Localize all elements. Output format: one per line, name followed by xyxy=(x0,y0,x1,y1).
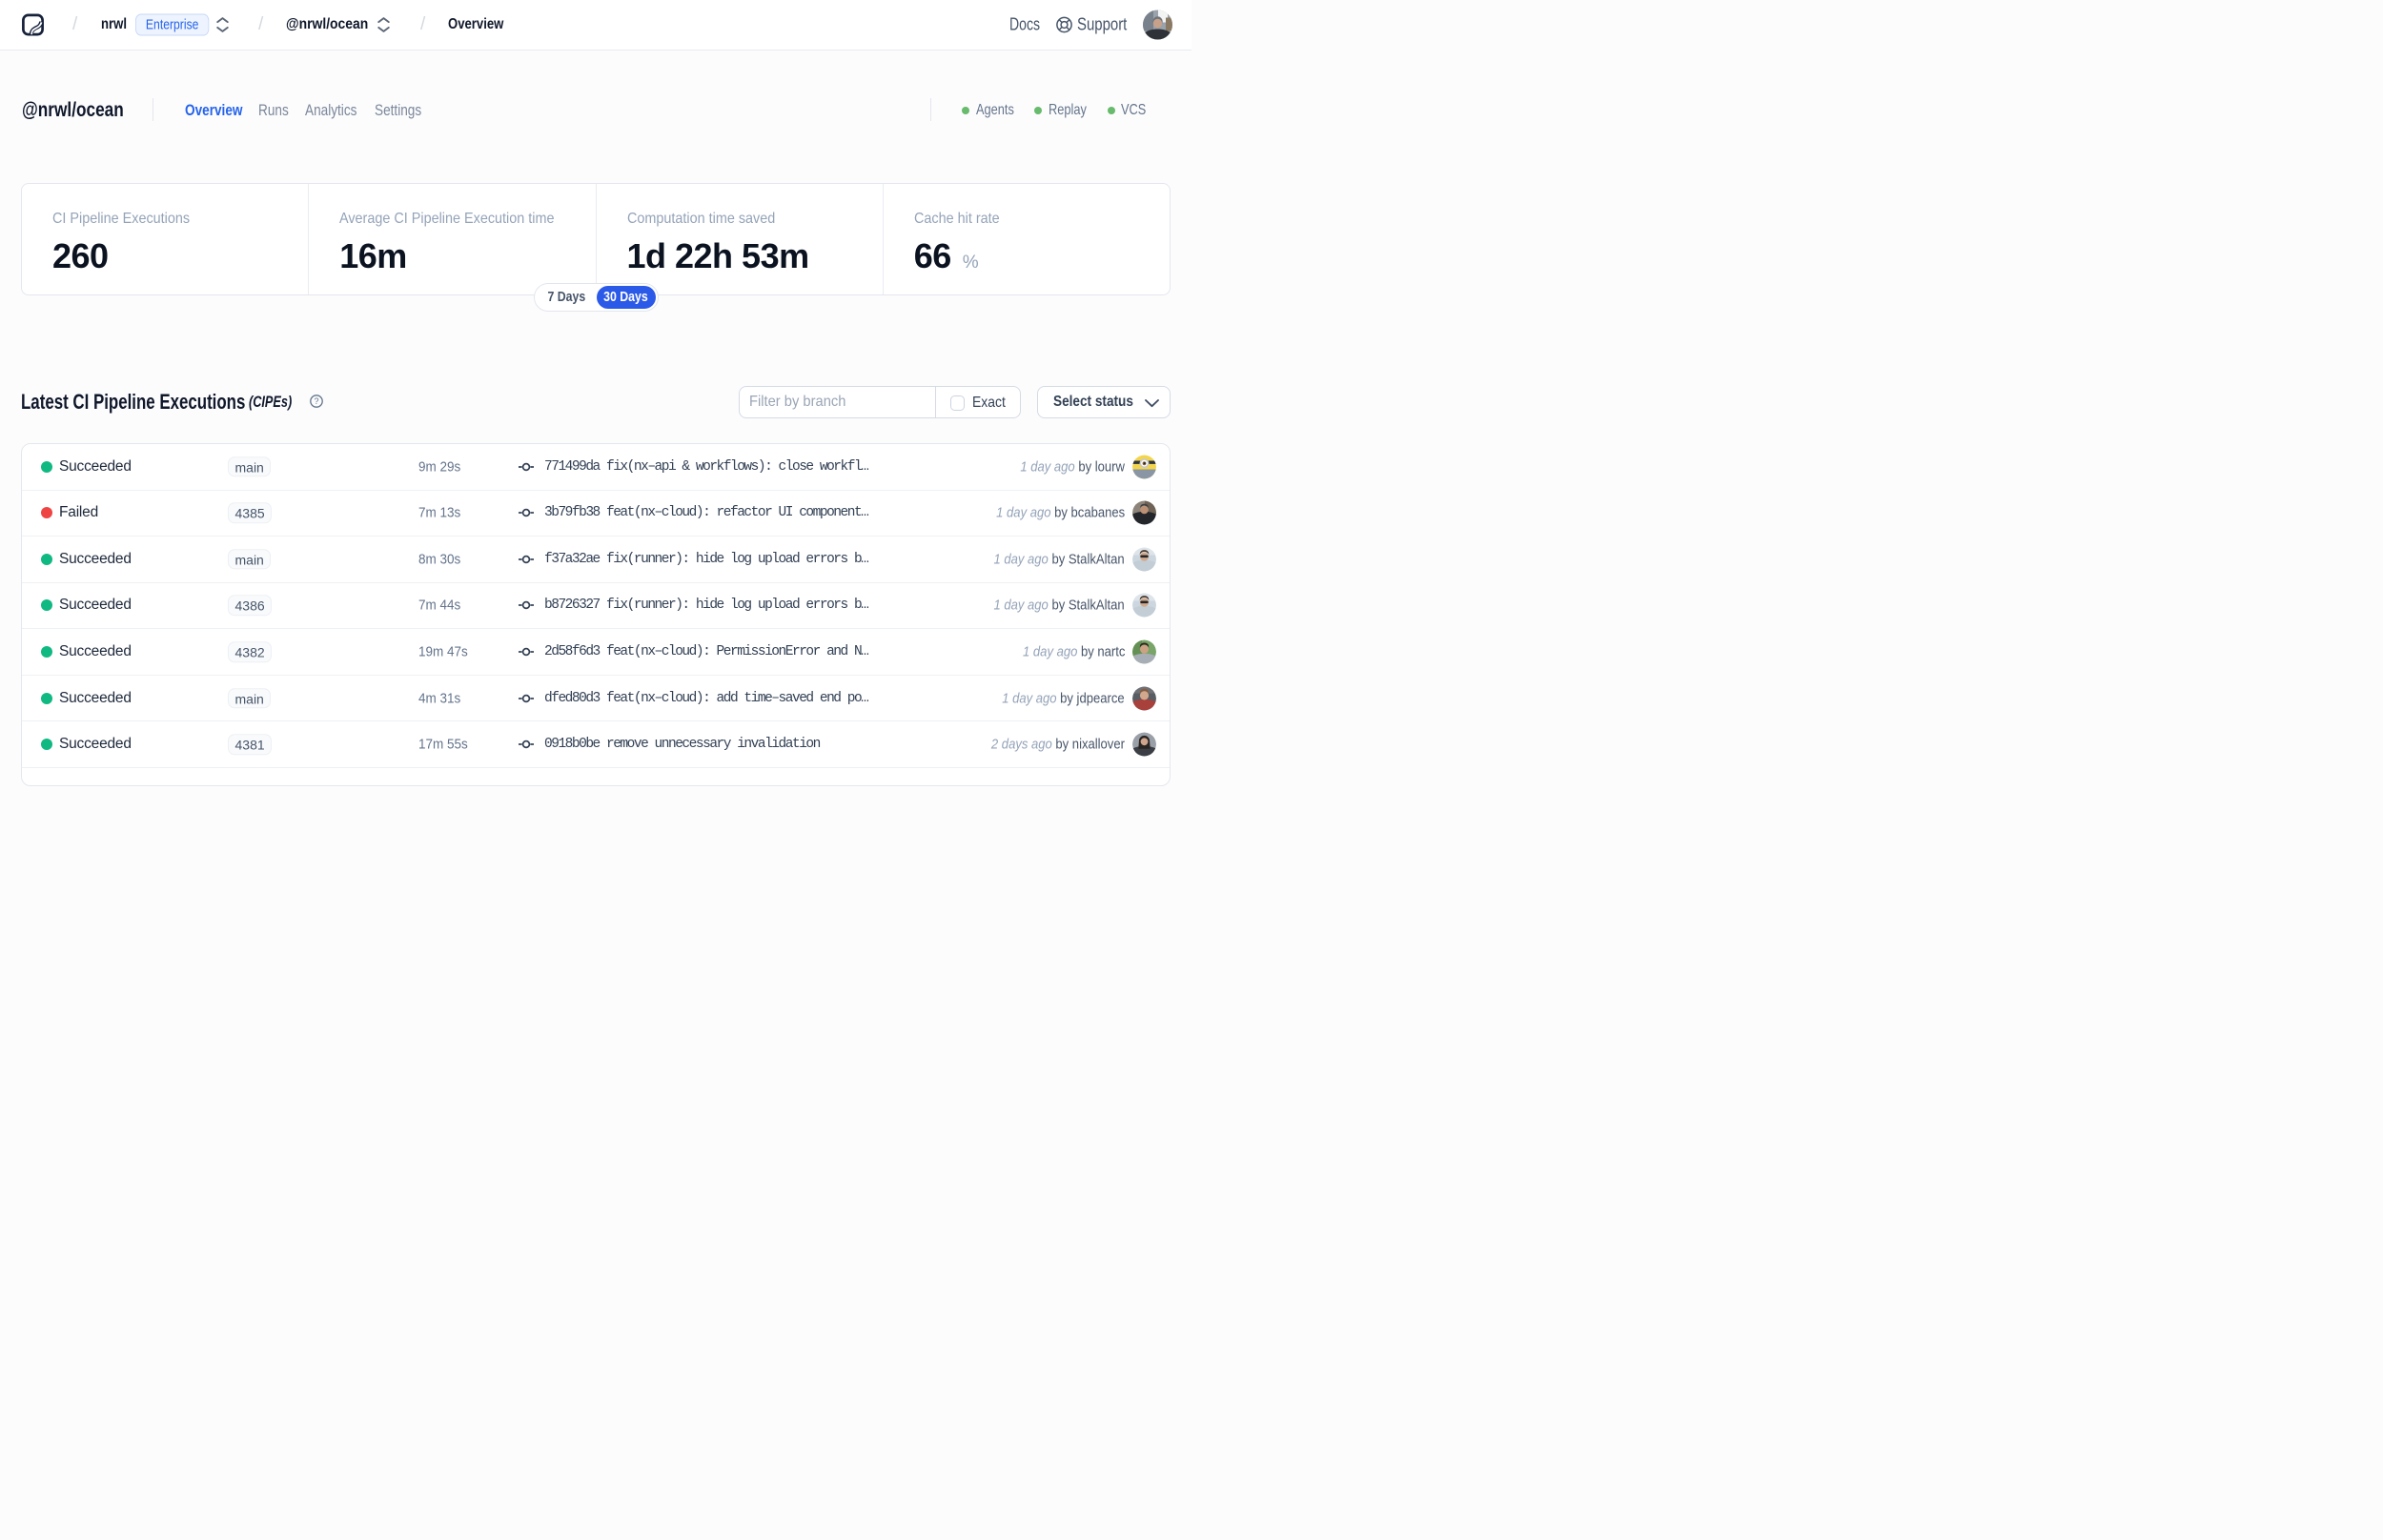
svg-text:?: ? xyxy=(314,396,318,406)
